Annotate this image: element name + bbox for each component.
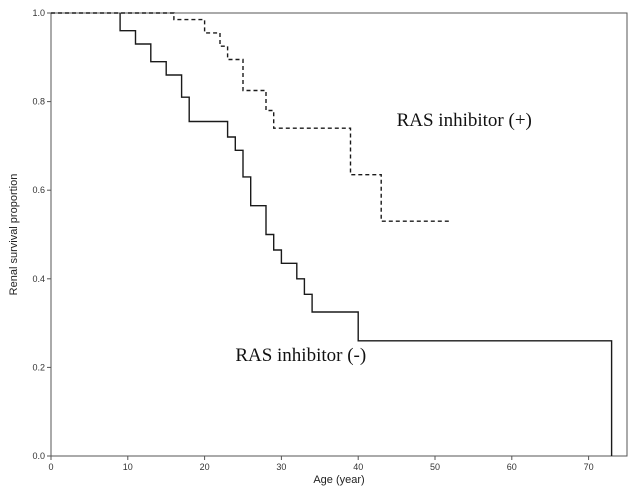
y-tick-label: 0.8 bbox=[32, 97, 45, 107]
x-axis-label: Age (year) bbox=[313, 474, 364, 486]
y-axis-ticks: 0.0 0.2 0.4 0.6 0.8 1.0 bbox=[32, 8, 51, 461]
y-axis-label: Renal survival proportion bbox=[8, 174, 20, 296]
x-tick-label: 30 bbox=[276, 462, 286, 472]
series-ras-inhibitor-plus bbox=[51, 12, 451, 222]
x-tick-label: 40 bbox=[353, 462, 363, 472]
x-axis-ticks: 0 10 20 30 40 50 60 70 bbox=[48, 456, 594, 472]
y-tick-label: 1.0 bbox=[32, 8, 45, 18]
x-tick-label: 10 bbox=[123, 462, 133, 472]
y-tick-label: 0.2 bbox=[32, 362, 45, 372]
x-tick-label: 20 bbox=[200, 462, 210, 472]
series-annotation-label: RAS inhibitor (-) bbox=[235, 345, 366, 366]
x-tick-label: 50 bbox=[430, 462, 440, 472]
plot-frame bbox=[50, 12, 628, 457]
x-tick-label: 70 bbox=[584, 462, 594, 472]
x-tick-label: 60 bbox=[507, 462, 517, 472]
series-layer bbox=[51, 12, 613, 456]
series-annotation-label: RAS inhibitor (+) bbox=[397, 110, 532, 131]
y-tick-label: 0.4 bbox=[32, 274, 45, 284]
series-ras-inhibitor-minus bbox=[119, 13, 613, 456]
y-tick-label: 0.0 bbox=[32, 451, 45, 461]
annotation-layer: RAS inhibitor (+) RAS inhibitor (-) bbox=[235, 110, 532, 366]
y-tick-label: 0.6 bbox=[32, 185, 45, 195]
x-tick-label: 0 bbox=[48, 462, 53, 472]
